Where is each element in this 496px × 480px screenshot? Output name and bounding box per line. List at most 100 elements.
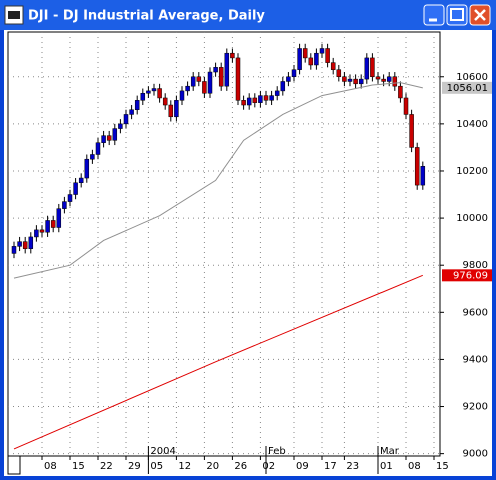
plot: 9000 9200 9400 9600 9800 10000 10200 10400 10600… [8,32,492,474]
candle-body [106,135,112,141]
x-tick-label: 01 [380,461,393,472]
candle-body [190,76,196,87]
x-tick-label: 15 [436,461,449,472]
candle-body [140,92,146,101]
candle-body [370,57,375,78]
candle-body [235,57,241,101]
x-tick-label: 12 [178,461,191,472]
candle-body [34,229,39,238]
candle-body [398,85,403,99]
candle-body [420,166,426,186]
candle-body [151,88,157,92]
minimize-button[interactable] [423,4,445,26]
candle-body [50,220,56,228]
candle-body [78,177,84,184]
candle-body [213,67,218,73]
candle-body [67,194,73,202]
candle-body [129,109,134,115]
candle-body [185,85,190,92]
value-label: 976.09 [453,270,488,281]
x-tick-label: 22 [100,461,113,472]
candle-body [392,76,398,87]
candle-body [347,78,353,82]
candle-body [403,97,409,115]
candle-body [280,81,286,92]
x-tick-label: 26 [234,461,247,472]
candle-body [381,78,386,82]
candle-body [252,97,258,103]
x-tick-label: 08 [44,461,57,472]
candle-body [330,62,336,70]
candle-body [263,95,269,101]
value-label-box [442,269,492,282]
x-tick-label: 08 [408,461,421,472]
y-tick-label: 9400 [463,354,488,365]
x-tick-label: 20 [206,461,219,472]
x-tick-label: 02 [262,461,275,472]
candle-body [414,147,420,186]
candle-body [308,57,314,66]
candle-body [28,236,34,249]
candle-body [364,57,370,80]
candle-body [386,76,392,82]
candle-body [196,76,202,82]
candle-body [409,114,414,148]
candle-body [45,220,50,233]
candle-body [123,114,129,125]
moving-average [13,82,423,279]
month-label: 2004 [150,446,175,457]
candle-body [274,90,280,96]
candle-body [302,48,308,59]
candle-body [17,241,22,247]
candle-body [258,95,263,103]
candle-body [269,95,274,101]
x-tick-label: 05 [150,461,163,472]
y-tick-label: 9600 [463,307,488,318]
x-tick-label: 23 [346,461,359,472]
candle-body [112,128,118,141]
candle-body [230,52,235,59]
candle-body [101,135,106,143]
candle-body [162,97,168,106]
title-bar [0,0,496,30]
candle-body [62,201,67,209]
candle-body [286,76,291,82]
y-tick-label: 10000 [456,213,488,224]
candle-body [246,97,252,106]
candle-body [73,182,78,195]
window-icon-inner [8,11,20,19]
candle-body [218,67,224,87]
x-tick-label: 09 [296,461,309,472]
candle-body [314,52,319,66]
candle-body [174,100,179,118]
y-tick-label: 10200 [456,166,488,177]
month-label: Mar [380,446,400,457]
candle-body [325,48,330,63]
candle-body [179,90,185,101]
candle-body [291,69,297,78]
maximize-icon [450,8,464,21]
y-tick-label: 9000 [463,449,488,460]
x-tick-label: 29 [128,461,141,472]
candle-body [297,48,302,70]
candle-body [241,100,246,106]
candle-body [168,104,174,118]
candle-body [157,88,162,99]
candle-body [375,76,381,80]
candle-body [319,48,325,54]
y-tick-label: 9800 [463,260,488,271]
candle-body [336,69,342,78]
x-tick-label: 15 [72,461,85,472]
moving-average [13,274,423,450]
y-tick-label: 9200 [463,402,488,413]
candle-body [22,241,28,249]
candle-body [207,71,213,94]
candle-body [358,78,364,85]
candle-body [134,100,140,110]
candle-body [202,81,207,94]
candle-body [146,90,151,94]
y-tick-label: 10400 [456,119,488,130]
value-label-box [442,81,492,94]
